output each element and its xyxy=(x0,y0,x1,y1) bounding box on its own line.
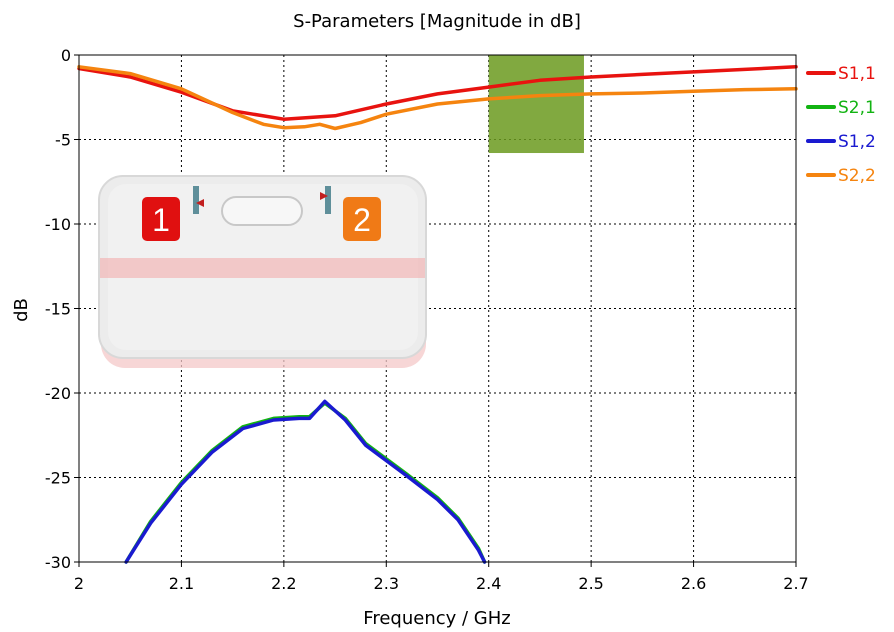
legend-label: S2,2 xyxy=(838,166,876,186)
x-axis-ticks: 2 2.1 2.2 2.3 2.4 2.5 2.6 2.7 xyxy=(74,562,809,593)
x-tick-label: 2.4 xyxy=(476,574,501,593)
port-1-badge xyxy=(142,197,180,241)
device-inset-image: 1 2 xyxy=(98,175,427,368)
x-tick-label: 2.3 xyxy=(374,574,399,593)
y-tick-label: -20 xyxy=(45,384,71,403)
y-tick-label: -25 xyxy=(45,469,71,488)
legend-label: S1,2 xyxy=(838,132,876,152)
port-2-badge xyxy=(343,197,381,241)
x-axis-label: Frequency / GHz xyxy=(363,608,510,629)
series-lines xyxy=(77,65,798,564)
x-tick-label: 2.6 xyxy=(681,574,706,593)
series-line-S2-1 xyxy=(124,401,487,564)
x-tick-label: 2.5 xyxy=(578,574,603,593)
y-tick-label: -30 xyxy=(45,553,71,572)
x-tick-label: 2.7 xyxy=(783,574,808,593)
port-1-label: 1 xyxy=(152,202,170,238)
y-tick-label: -10 xyxy=(45,215,71,234)
y-axis-label: dB xyxy=(11,298,32,322)
x-tick-label: 2 xyxy=(74,574,84,593)
series-line-S2-2 xyxy=(77,65,798,131)
x-tick-label: 2.1 xyxy=(169,574,194,593)
legend-label: S1,1 xyxy=(838,64,876,84)
chart-title: S-Parameters [Magnitude in dB] xyxy=(293,11,581,32)
y-tick-label: -15 xyxy=(45,300,71,319)
legend: S1,1 S2,1 S1,2 S2,2 xyxy=(806,64,876,186)
legend-label: S2,1 xyxy=(838,98,876,118)
port-2-label: 2 xyxy=(353,202,371,238)
series-line-S1-2 xyxy=(124,399,487,564)
x-tick-label: 2.2 xyxy=(271,574,296,593)
y-tick-label: -5 xyxy=(55,131,71,150)
y-axis-ticks: 0 -5 -10 -15 -20 -25 -30 xyxy=(45,46,79,572)
y-tick-label: 0 xyxy=(61,46,71,65)
highlight-band xyxy=(488,55,584,154)
